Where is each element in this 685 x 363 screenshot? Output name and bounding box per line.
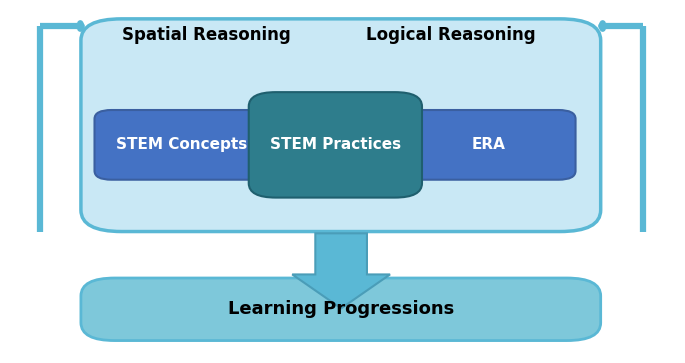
FancyBboxPatch shape	[249, 92, 422, 197]
FancyBboxPatch shape	[81, 278, 601, 340]
Text: STEM Practices: STEM Practices	[270, 137, 401, 152]
Text: Logical Reasoning: Logical Reasoning	[366, 26, 536, 44]
Polygon shape	[292, 233, 390, 309]
Text: Learning Progressions: Learning Progressions	[227, 300, 454, 318]
FancyBboxPatch shape	[402, 110, 575, 180]
FancyBboxPatch shape	[95, 110, 268, 180]
Text: STEM Concepts: STEM Concepts	[116, 137, 247, 152]
Text: ERA: ERA	[472, 137, 506, 152]
FancyBboxPatch shape	[81, 19, 601, 232]
Text: Spatial Reasoning: Spatial Reasoning	[122, 26, 291, 44]
